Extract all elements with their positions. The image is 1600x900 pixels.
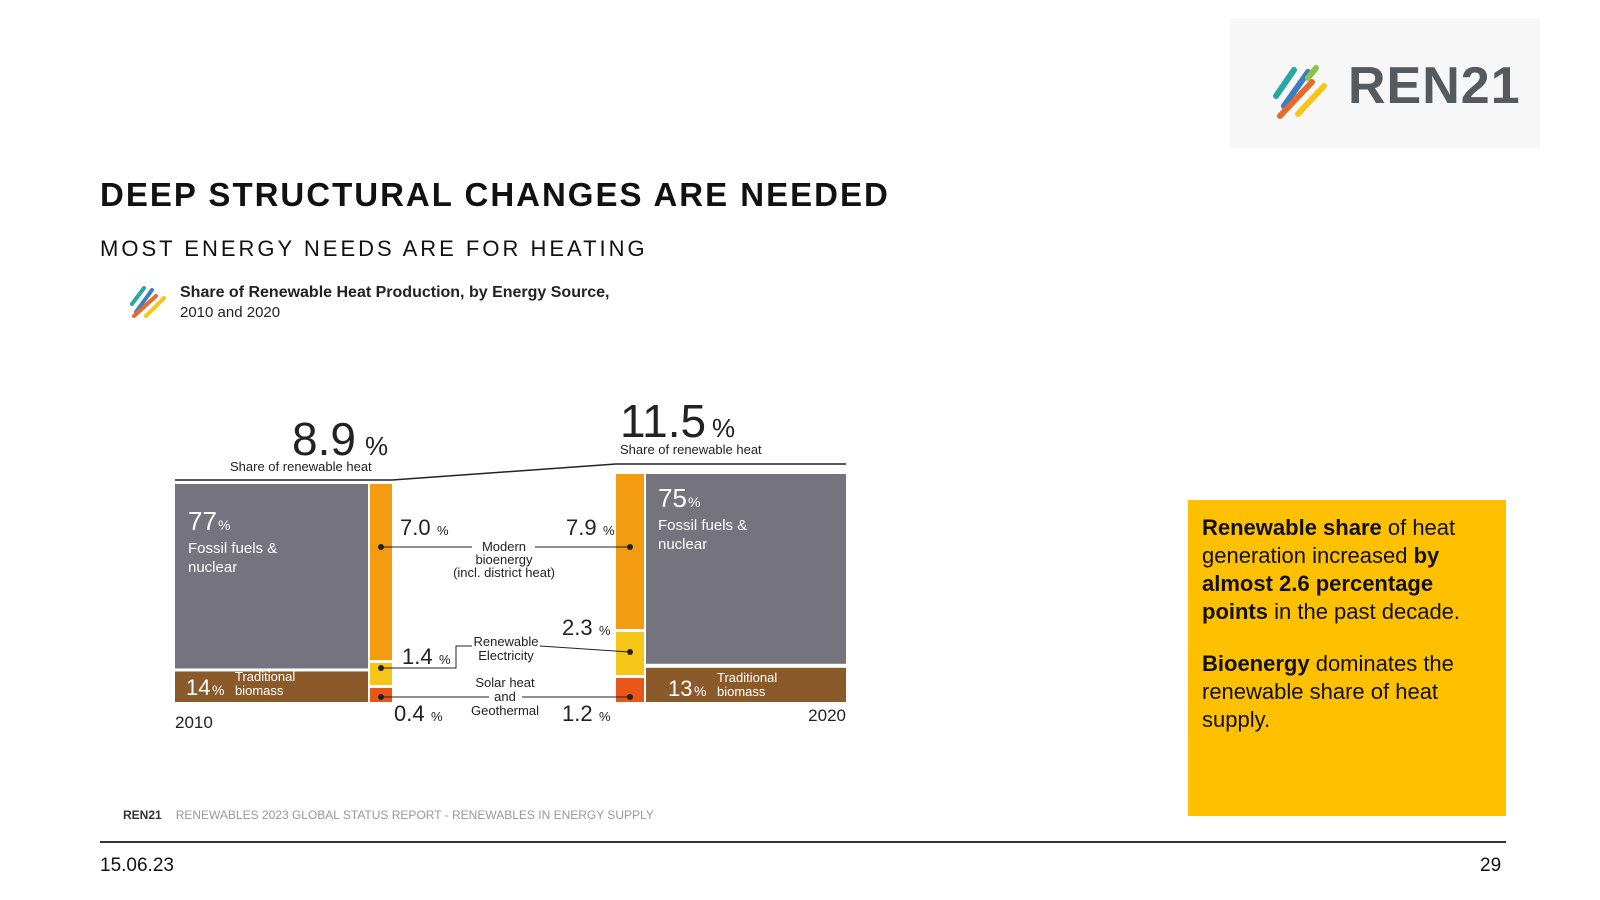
share-2020-label: Share of renewable heat [620,442,762,457]
key-findings-callout: Renewable share of heat generation incre… [1188,500,1506,816]
bar-2020-solar-geothermal [616,678,644,702]
page-number: 29 [1480,855,1502,876]
label-2020-solar-value: 1.2 [562,701,593,726]
label-2010-trad-value: 14 [186,675,210,700]
share-2020-value: 11.5 [620,395,706,447]
footer-date: 15.06.23 [100,855,174,876]
dot-2020-solar [627,694,633,700]
label-2010-fossil-line2: nuclear [188,559,237,576]
chart-subtitle: 2010 and 2020 [180,304,281,321]
share-2020-unit: % [712,413,735,443]
bar-2020-traditional-biomass [646,667,846,702]
finding-bioenergy: Bioenergy dominates the renewable share … [1202,651,1454,732]
bar-2010-traditional-biomass [175,671,368,702]
label-2010-fossil-value: 77 [188,506,217,536]
label-2020-fossil-unit: % [688,494,700,510]
share-2010-label: Share of renewable heat [230,459,372,474]
chart-title: Share of Renewable Heat Production, by E… [180,284,610,301]
dot-2010-elec [378,665,384,671]
label-bio-line1: Modern [482,539,526,554]
label-solar-line3: Geothermal [471,703,539,718]
label-2020-trad-value: 13 [668,676,692,701]
label-bio-line2: bioenergy [475,552,533,567]
label-solar-line2: and [494,689,516,704]
page-subtitle: MOST ENERGY NEEDS ARE FOR HEATING [100,236,648,261]
source-note: REN21 RENEWABLES 2023 GLOBAL STATUS REPOR… [103,808,654,822]
label-2010-solar-unit: % [431,709,443,724]
label-2010-elec-value: 1.4 [402,644,433,669]
footer-divider [100,841,1506,843]
label-2020-bio-unit: % [603,523,615,538]
label-2020-elec-unit: % [599,623,611,638]
dot-2010-solar [378,694,384,700]
source-brand: REN21 [123,808,162,822]
bar-2020-modern-bioenergy [616,474,644,629]
connector-elec-right [539,645,631,653]
label-2020-solar-unit: % [599,709,611,724]
source-text: RENEWABLES 2023 GLOBAL STATUS REPORT - R… [175,808,654,822]
dot-2020-elec [627,649,633,655]
label-2010-trad-line2: biomass [235,683,284,698]
label-2010-trad-unit: % [212,682,224,698]
bar-2010-solar-geothermal [370,688,392,702]
connector-elec-left [381,645,472,669]
label-2010-fossil-unit: % [218,517,230,533]
share-2010-value: 8.9 [292,413,356,465]
bar-2010-modern-bioenergy [370,484,392,660]
axis-label-2020: 2020 [808,706,846,725]
bar-2010-fossil [175,484,368,669]
label-elec-line1: Renewable [473,634,538,649]
label-2020-fossil-line2: nuclear [658,536,707,553]
label-2010-solar-value: 0.4 [394,701,425,726]
label-2020-elec-value: 2.3 [562,615,593,640]
label-2020-fossil-line1: Fossil fuels & [658,517,747,534]
label-2020-bio-value: 7.9 [566,515,597,540]
label-2010-fossil-line1: Fossil fuels & [188,540,277,557]
label-solar-line1: Solar heat [475,675,535,690]
bar-2010-renewable-electricity [370,663,392,685]
label-2020-trad-line2: biomass [717,684,766,699]
label-2020-trad-unit: % [694,683,706,699]
label-2020-trad-line1: Traditional [717,670,777,685]
ren21-logo-text: REN21 [1348,57,1521,115]
axis-label-2010: 2010 [175,713,213,732]
label-2010-elec-unit: % [439,652,451,667]
label-2020-fossil-value: 75 [658,483,687,513]
ren21-logo-icon [1273,65,1327,119]
share-2010-unit: % [365,431,388,461]
dot-2010-bio [378,544,384,550]
bar-2020-renewable-electricity [616,632,644,675]
label-bio-line3: (incl. district heat) [453,565,555,580]
bar-2020-fossil [646,474,846,664]
label-2010-trad-line1: Traditional [235,669,295,684]
label-2010-bio-unit: % [437,523,449,538]
brand-logo: REN21 [1230,18,1540,148]
label-2010-bio-value: 7.0 [400,515,431,540]
finding-renewable-share: Renewable share of heat generation incre… [1202,515,1461,624]
dot-2020-bio [627,544,633,550]
chart-logo-icon [130,286,166,318]
page-title: DEEP STRUCTURAL CHANGES ARE NEEDED [100,176,890,213]
label-elec-line2: Electricity [478,648,534,663]
share-connector-line [391,463,617,481]
